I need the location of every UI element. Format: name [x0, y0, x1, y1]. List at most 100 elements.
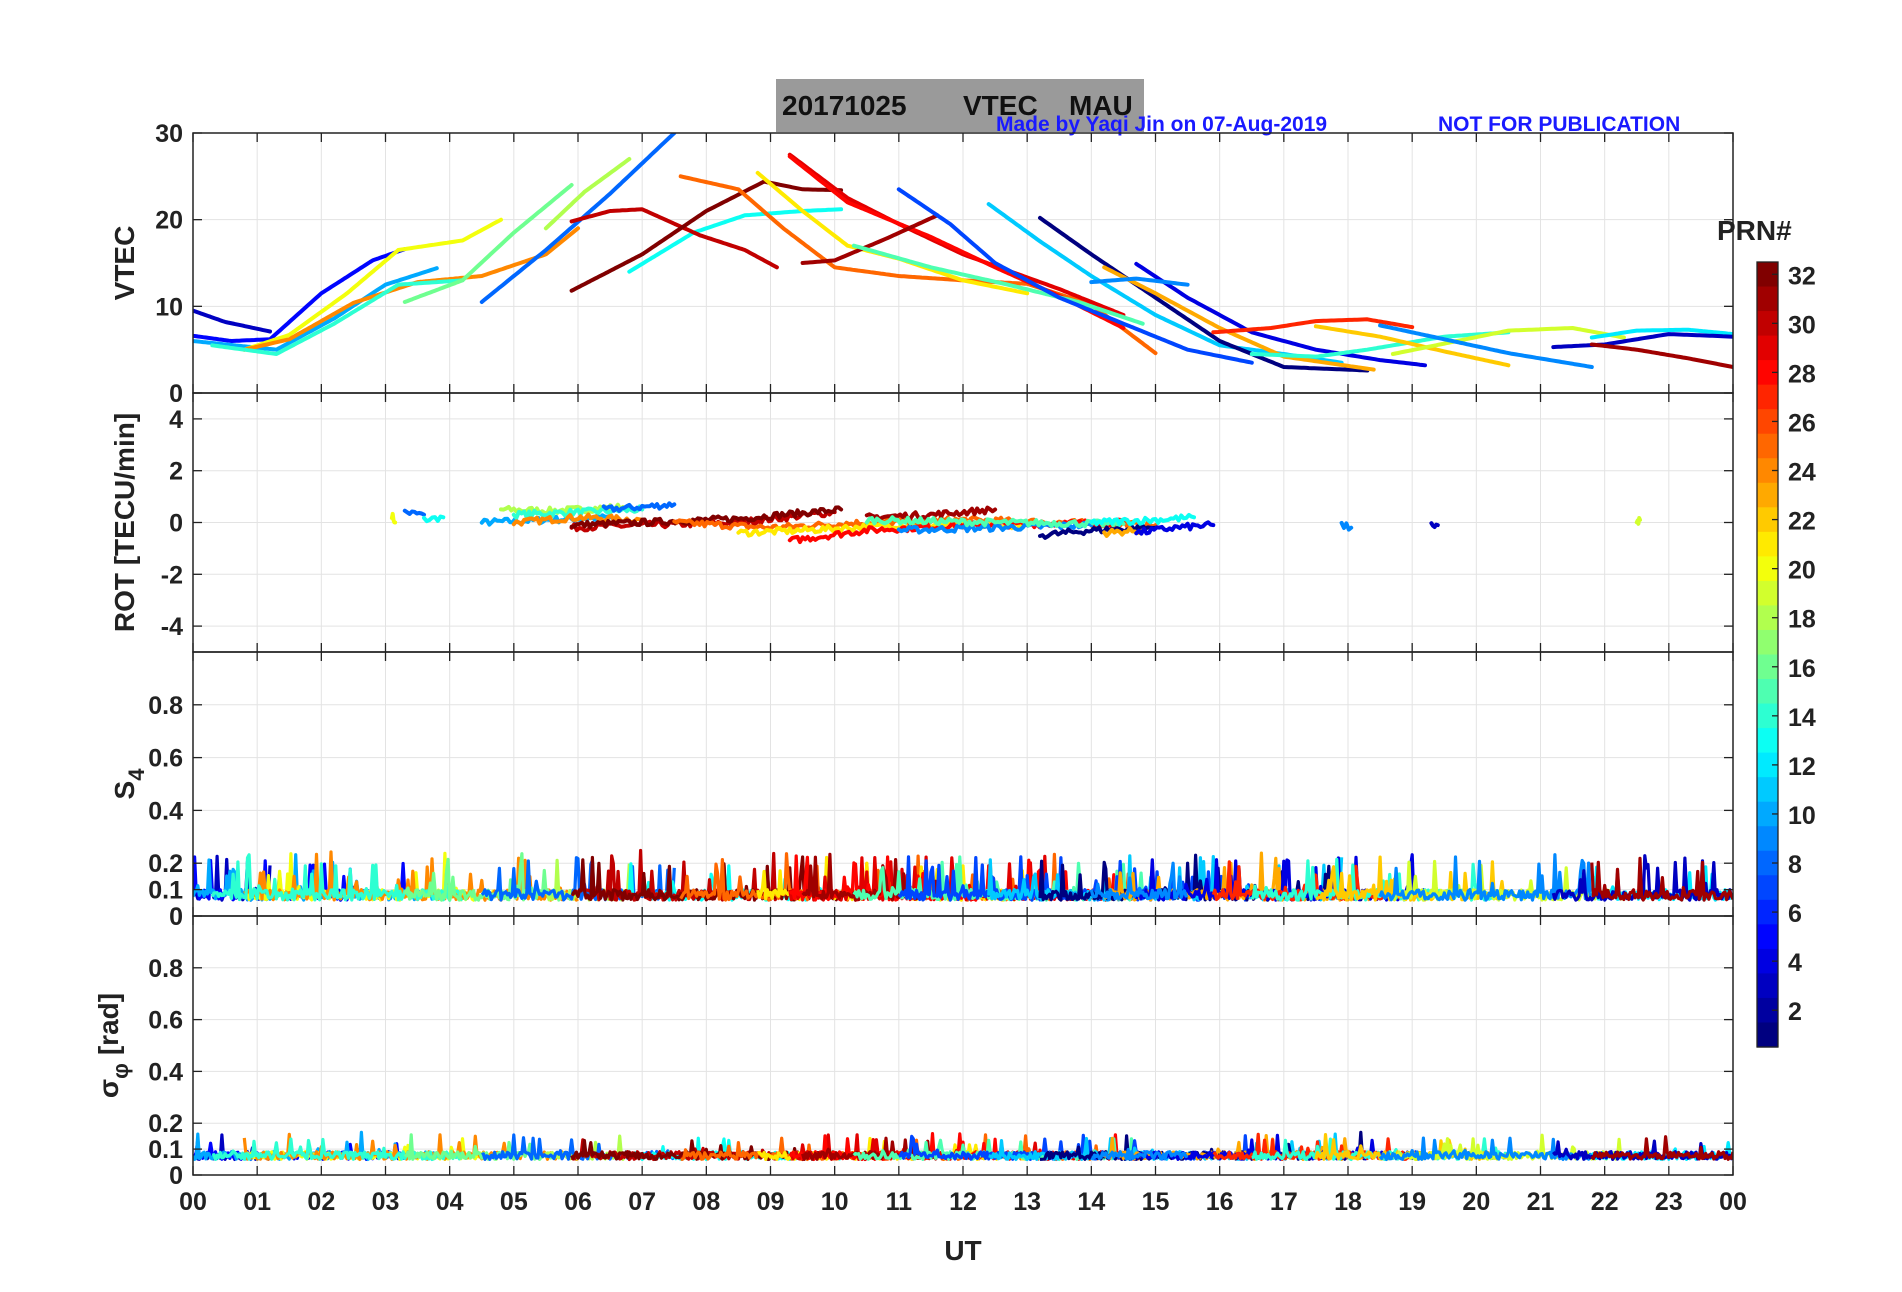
series-prn-4: [1134, 520, 1216, 536]
colorbar-tick-label: 20: [1788, 557, 1816, 585]
colorbar-bin: [1757, 997, 1778, 1024]
y-axis-label-sub: φ: [108, 1063, 133, 1079]
series-prn-13: [1089, 512, 1196, 527]
panel-sigma_phi: 00.10.20.40.60.8σφ[rad]: [93, 915, 1734, 1190]
trace-prn-9: [1089, 861, 1189, 902]
series-prn-9: [896, 520, 1094, 535]
colorbar-bin: [1757, 801, 1778, 827]
y-axis-label-rot: ROT [TECU/min]: [109, 413, 140, 632]
x-tick-label: 05: [500, 1188, 528, 1216]
x-tick-label: 01: [243, 1188, 271, 1216]
y-tick-label: 0.1: [148, 877, 183, 905]
series-prn-32: [569, 179, 844, 293]
colorbar-bin: [1757, 311, 1778, 337]
series-prn-29: [787, 152, 1126, 317]
colorbar-bin: [1757, 262, 1778, 288]
series-prn-20: [389, 511, 398, 525]
y-tick-label: 0.4: [148, 797, 183, 825]
y-tick-label: 0.6: [148, 745, 183, 773]
x-tick-label: 12: [949, 1188, 977, 1216]
colorbar-bin: [1757, 752, 1778, 778]
series-group: [389, 501, 1642, 545]
series-prn-14: [210, 278, 465, 356]
x-tick-label: 14: [1077, 1188, 1105, 1216]
series-prn-3: [1551, 332, 1733, 350]
x-tick-label: 21: [1527, 1188, 1555, 1216]
series-prn-12: [1589, 327, 1733, 340]
series-prn-19: [1634, 516, 1642, 526]
y-tick-label: 0.8: [148, 692, 183, 720]
colorbar-bin: [1757, 605, 1778, 631]
y-tick-label: -4: [161, 613, 183, 641]
series-prn-31: [864, 505, 998, 522]
series-prn-8: [402, 508, 426, 517]
y-tick-label: 0.2: [148, 850, 183, 878]
series-prn-4: [1134, 261, 1427, 368]
trace-prn-31: [1590, 1135, 1733, 1161]
colorbar-bin: [1757, 850, 1778, 876]
x-tick-label: 18: [1334, 1188, 1362, 1216]
x-tick-label: 20: [1462, 1188, 1490, 1216]
colorbar-bin: [1757, 629, 1778, 656]
panel-s4: 00.10.2 0.4 0.6 0.8 S4: [109, 651, 1734, 931]
colorbar-tick-label: 10: [1788, 802, 1816, 830]
colorbar-bin: [1757, 335, 1778, 361]
colorbar-bin: [1757, 654, 1778, 680]
colorbar-tick-label: 18: [1788, 606, 1816, 634]
y-tick-label: 4: [169, 406, 183, 434]
series-prn-16: [402, 183, 574, 304]
colorbar-tick-label: 22: [1788, 508, 1816, 536]
colorbar-tick-label: 12: [1788, 753, 1816, 781]
colorbar-tick-label: 14: [1788, 704, 1816, 732]
y-tick-label: 0.4: [148, 1058, 183, 1086]
x-tick-label: 13: [1013, 1188, 1041, 1216]
x-tick-label: 10: [821, 1188, 849, 1216]
x-tick-label: 09: [757, 1188, 785, 1216]
colorbar-label: PRN#: [1717, 215, 1792, 246]
y-tick-label: 2: [169, 458, 183, 486]
x-tick-label: 16: [1206, 1188, 1234, 1216]
series-prn-31: [800, 213, 940, 265]
series-prn-5: [193, 247, 407, 343]
series-prn-27: [1211, 317, 1415, 335]
title-box: [776, 79, 1144, 132]
series-group: [193, 133, 1733, 373]
y-tick-label: 0.1: [148, 1136, 183, 1164]
x-axis-label: UT: [944, 1235, 981, 1266]
colorbar-bin: [1757, 1022, 1778, 1048]
y-axis-label-sigma_phi: σφ[rad]: [93, 993, 133, 1098]
y-tick-label: 10: [155, 293, 183, 321]
colorbar-bin: [1757, 777, 1778, 803]
colorbar-bin: [1757, 924, 1778, 950]
series-prn-22: [1313, 324, 1511, 368]
series-prn-3: [193, 308, 272, 334]
colorbar: 32 30 28 26 24 22 20 18 16 14 12 10 8 6 4 2: [1756, 261, 1816, 1048]
colorbar-tick-label: 4: [1788, 949, 1802, 977]
series-prn-10: [193, 266, 439, 352]
series-prn-8: [601, 501, 677, 513]
y-tick-label: 0: [169, 1162, 183, 1190]
series-prn-7: [896, 187, 1254, 365]
x-axis: 00 01 02 03 04 05 06 07 08 09 10 11 12 13 14 15 16 17 18 19…: [179, 1188, 1747, 1216]
x-tick-label: 02: [307, 1188, 335, 1216]
series-group: [193, 848, 1733, 902]
series-prn-13: [422, 514, 446, 524]
x-tick-label: 22: [1591, 1188, 1619, 1216]
colorbar-bin: [1757, 458, 1778, 484]
credit-author: Made by Yaqi Jin on 07-Aug-2019: [996, 113, 1327, 136]
trace-prn-9: [1090, 1147, 1189, 1161]
colorbar-tick-label: 2: [1788, 998, 1802, 1026]
series-prn-19: [1390, 326, 1626, 356]
y-tick-label: 0.6: [148, 1007, 183, 1035]
x-tick-label: 08: [692, 1188, 720, 1216]
series-prn-23: [1102, 265, 1376, 372]
x-tick-label: 03: [372, 1188, 400, 1216]
credit-notice: NOT FOR PUBLICATION: [1438, 113, 1680, 136]
y-axis-label-vtec: VTEC: [109, 226, 140, 301]
colorbar-bin: [1757, 948, 1778, 975]
colorbar-bin: [1757, 556, 1778, 582]
y-tick-label: 0: [169, 510, 183, 538]
colorbar-bin: [1757, 899, 1778, 925]
series-group: [193, 1130, 1733, 1162]
